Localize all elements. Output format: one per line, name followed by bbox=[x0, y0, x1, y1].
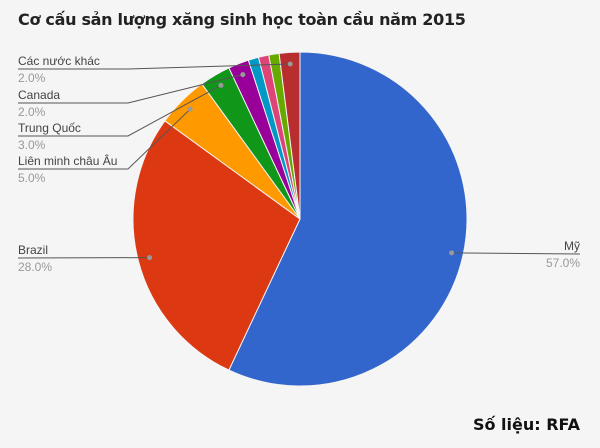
leader-dot-0 bbox=[449, 250, 455, 256]
slice-value-8: 2.0% bbox=[18, 71, 46, 85]
leader-dot-4 bbox=[240, 72, 246, 78]
slice-label-3: Trung Quốc bbox=[18, 121, 81, 135]
slice-value-3: 3.0% bbox=[18, 138, 46, 152]
leader-line-2 bbox=[18, 108, 191, 170]
slice-label-2: Liên minh châu Âu bbox=[18, 153, 117, 168]
leader-dot-3 bbox=[218, 82, 224, 88]
leader-dot-8 bbox=[287, 61, 293, 67]
slice-value-1: 28.0% bbox=[18, 260, 52, 274]
slice-value-4: 2.0% bbox=[18, 105, 46, 119]
leader-line-4 bbox=[18, 74, 243, 104]
slice-value-2: 5.0% bbox=[18, 171, 46, 185]
leader-dot-2 bbox=[187, 106, 193, 112]
pie-slice-1 bbox=[132, 120, 301, 371]
source-note: Số liệu: RFA bbox=[472, 415, 580, 434]
leader-line-3 bbox=[18, 84, 222, 137]
leader-line-8 bbox=[18, 63, 291, 70]
slice-label-8: Các nước khác bbox=[18, 54, 100, 68]
slice-label-4: Canada bbox=[18, 88, 60, 102]
pie-slice-0 bbox=[228, 51, 468, 387]
chart-title: Cơ cấu sản lượng xăng sinh học toàn cầu … bbox=[18, 10, 466, 29]
pie-slice-8 bbox=[278, 51, 301, 220]
slice-value-0: 57.0% bbox=[546, 256, 580, 270]
leader-dot-1 bbox=[147, 255, 153, 261]
leader-line-0 bbox=[451, 252, 581, 255]
slice-label-1: Brazil bbox=[18, 243, 48, 257]
slice-label-0: Mỹ bbox=[564, 239, 580, 253]
